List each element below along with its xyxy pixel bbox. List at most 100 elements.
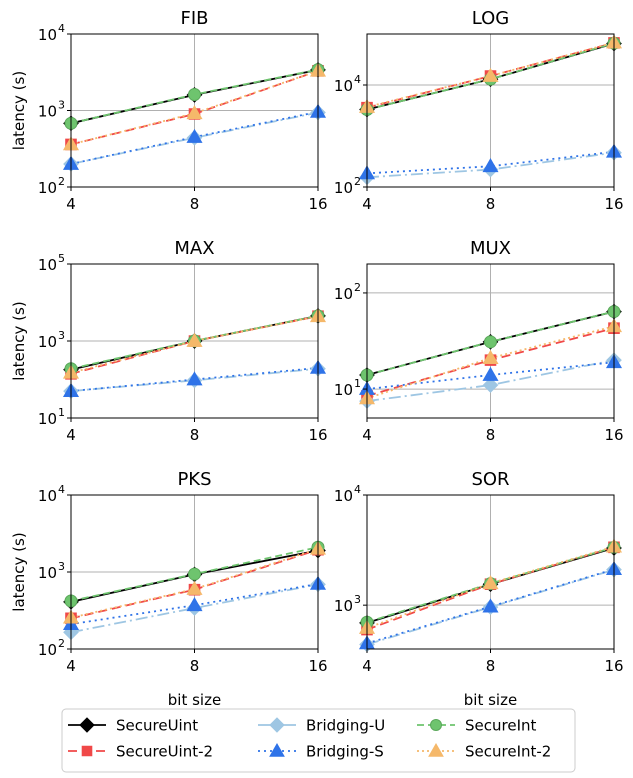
x-tick-label: 8	[190, 426, 200, 444]
point-secureint	[188, 87, 201, 101]
y-tick-label: 10	[334, 381, 353, 399]
x-tick-label: 8	[486, 426, 496, 444]
legend-marker	[428, 742, 444, 757]
y-tick-label: 10	[334, 285, 353, 303]
panel-title: FIB	[180, 8, 208, 29]
legend-label: SecureUint-2	[116, 743, 213, 761]
series-line-secureint-2	[70, 315, 319, 374]
series-line-bridging-u	[366, 568, 615, 646]
legend-item-secureint-2: SecureInt-2	[417, 743, 551, 761]
point-bridging-s	[482, 598, 499, 613]
legend-label: SecureUint	[116, 717, 198, 735]
x-tick-label: 16	[308, 195, 327, 213]
x-tick-label: 8	[190, 657, 200, 675]
point-bridging-s	[186, 371, 203, 386]
x-tick-label: 4	[66, 657, 76, 675]
legend-marker	[81, 745, 93, 757]
series-line-bridging-u	[366, 359, 615, 402]
y-tick-label: 10	[334, 487, 353, 505]
y-tick-exponent: 4	[58, 22, 65, 35]
series-line-bridging-u	[70, 367, 319, 392]
y-tick-exponent: 3	[58, 99, 65, 112]
x-axis-label: bit size	[168, 691, 221, 709]
point-bridging-s	[186, 597, 203, 612]
y-tick-label: 10	[38, 179, 57, 197]
point-secureint	[484, 335, 497, 349]
panel-title: LOG	[472, 8, 510, 29]
point-secureint-2	[482, 349, 499, 364]
x-tick-label: 8	[486, 195, 496, 213]
legend-label: Bridging-U	[306, 717, 385, 735]
point-bridging-s	[482, 158, 499, 173]
legend-item-secureuint-2: SecureUint-2	[68, 743, 213, 761]
x-tick-label: 16	[604, 426, 623, 444]
legend-label: Bridging-S	[306, 743, 384, 761]
x-tick-label: 16	[308, 426, 327, 444]
y-tick-exponent: 3	[58, 329, 65, 342]
panel-title: SOR	[471, 469, 509, 490]
point-secureint-2	[186, 332, 203, 347]
y-tick-exponent: 2	[58, 637, 65, 650]
y-tick-label: 10	[38, 410, 57, 428]
y-tick-label: 10	[38, 26, 57, 44]
legend-marker	[269, 717, 285, 733]
point-secureint	[188, 567, 201, 581]
y-tick-label: 10	[38, 487, 57, 505]
y-tick-exponent: 3	[58, 560, 65, 573]
x-axis-label: bit size	[464, 691, 517, 709]
legend-item-bridging-u: Bridging-U	[258, 717, 385, 735]
legend: SecureUint SecureUint-2 Bridging-U Bridging…	[61, 708, 576, 773]
series-line-bridging-s	[366, 568, 615, 645]
y-tick-exponent: 4	[354, 73, 361, 86]
y-tick-exponent: 1	[58, 406, 65, 419]
legend-marker	[79, 717, 95, 733]
y-tick-exponent: 2	[58, 175, 65, 188]
y-tick-exponent: 3	[354, 593, 361, 606]
point-secureint-2	[482, 575, 499, 590]
point-secureint-2	[186, 580, 203, 595]
x-tick-label: 16	[308, 657, 327, 675]
series-line-secureint	[366, 546, 615, 624]
y-tick-label: 10	[38, 564, 57, 582]
x-tick-label: 4	[66, 426, 76, 444]
y-axis-label: latency (s)	[10, 71, 28, 150]
point-bridging-u	[482, 377, 499, 393]
x-tick-label: 8	[486, 657, 496, 675]
point-bridging-s	[186, 128, 203, 143]
y-tick-exponent: 4	[354, 483, 361, 496]
y-axis-label: latency (s)	[10, 532, 28, 611]
legend-box	[61, 708, 576, 773]
y-tick-exponent: 2	[354, 175, 361, 188]
y-tick-label: 10	[334, 179, 353, 197]
legend-item-bridging-s: Bridging-S	[258, 743, 384, 761]
x-tick-label: 4	[66, 195, 76, 213]
legend-marker	[430, 719, 442, 731]
x-tick-label: 16	[604, 195, 623, 213]
x-tick-label: 4	[362, 195, 372, 213]
x-tick-label: 4	[362, 657, 372, 675]
legend-item-secureuint: SecureUint	[68, 717, 198, 735]
y-tick-label: 10	[38, 641, 57, 659]
y-tick-exponent: 1	[354, 377, 361, 390]
legend-label: SecureInt	[465, 717, 537, 735]
y-tick-label: 10	[334, 77, 353, 95]
y-axis-label: latency (s)	[10, 301, 28, 380]
legend-item-secureint: SecureInt	[417, 717, 537, 735]
panel-title: PKS	[177, 469, 211, 490]
x-tick-label: 16	[604, 657, 623, 675]
y-tick-label: 10	[38, 333, 57, 351]
x-tick-label: 8	[190, 195, 200, 213]
y-tick-label: 10	[334, 597, 353, 615]
series-line-bridging-u	[366, 151, 615, 179]
y-tick-exponent: 2	[354, 281, 361, 294]
y-tick-exponent: 5	[58, 252, 65, 265]
point-secureint-2	[186, 105, 203, 120]
y-tick-label: 10	[38, 256, 57, 274]
legend-label: SecureInt-2	[465, 743, 551, 761]
